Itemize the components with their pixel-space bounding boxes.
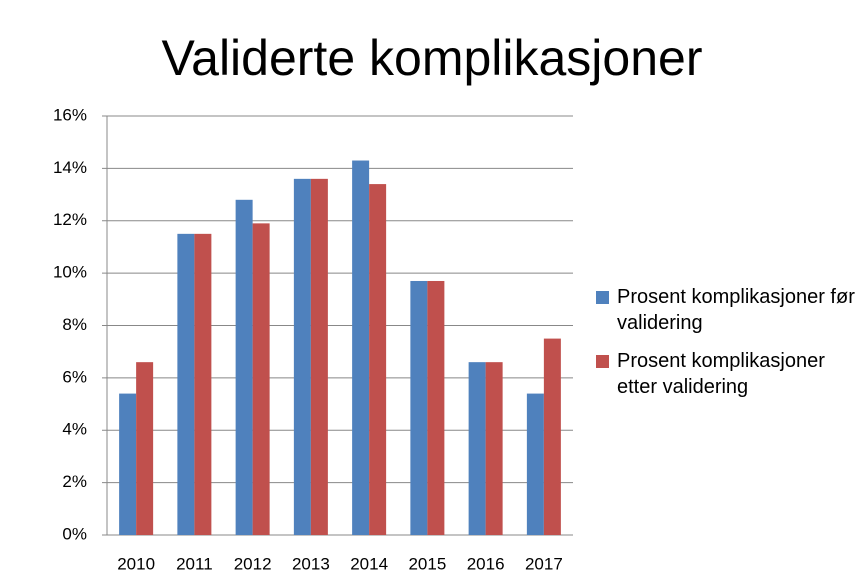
bar [119, 393, 137, 535]
y-tick-label: 4% [62, 420, 87, 439]
legend-swatch [596, 291, 609, 304]
bar [468, 362, 486, 535]
x-tick-label: 2013 [292, 554, 330, 573]
bar [485, 362, 503, 535]
bar [252, 223, 270, 535]
legend-label: Prosent komplikasjoner før validering [617, 286, 855, 334]
bar [177, 233, 195, 535]
x-tick-label: 2016 [467, 554, 505, 573]
bar [427, 280, 445, 535]
x-tick-label: 2010 [117, 554, 155, 573]
y-tick-label: 10% [53, 263, 87, 282]
x-tick-label: 2017 [525, 554, 563, 573]
bar [410, 280, 428, 535]
x-tick-label: 2015 [408, 554, 446, 573]
y-tick-label: 8% [62, 315, 87, 334]
y-tick-label: 16% [53, 105, 87, 124]
bar [369, 184, 387, 535]
legend-item: Prosent komplikasjoner etter validering [596, 348, 856, 400]
x-tick-label: 2012 [234, 554, 272, 573]
y-tick-label: 14% [53, 158, 87, 177]
bar [526, 393, 544, 535]
bar [194, 233, 212, 535]
legend-item: Prosent komplikasjoner før validering [596, 284, 856, 336]
chart-title: Validerte komplikasjoner [162, 30, 703, 86]
bar [352, 160, 370, 536]
bar [136, 362, 154, 535]
y-tick-label: 2% [62, 472, 87, 491]
legend-label: Prosent komplikasjoner etter validering [617, 350, 825, 398]
x-tick-label: 2014 [350, 554, 388, 573]
y-tick-label: 0% [62, 524, 87, 543]
legend: Prosent komplikasjoner før validering Pro… [596, 284, 856, 412]
bar [543, 338, 561, 535]
y-tick-label: 6% [62, 367, 87, 386]
bar [293, 178, 311, 535]
bar [235, 199, 253, 536]
legend-swatch [596, 355, 609, 368]
y-tick-label: 12% [53, 210, 87, 229]
x-tick-label: 2011 [176, 554, 213, 573]
bar [310, 178, 328, 535]
